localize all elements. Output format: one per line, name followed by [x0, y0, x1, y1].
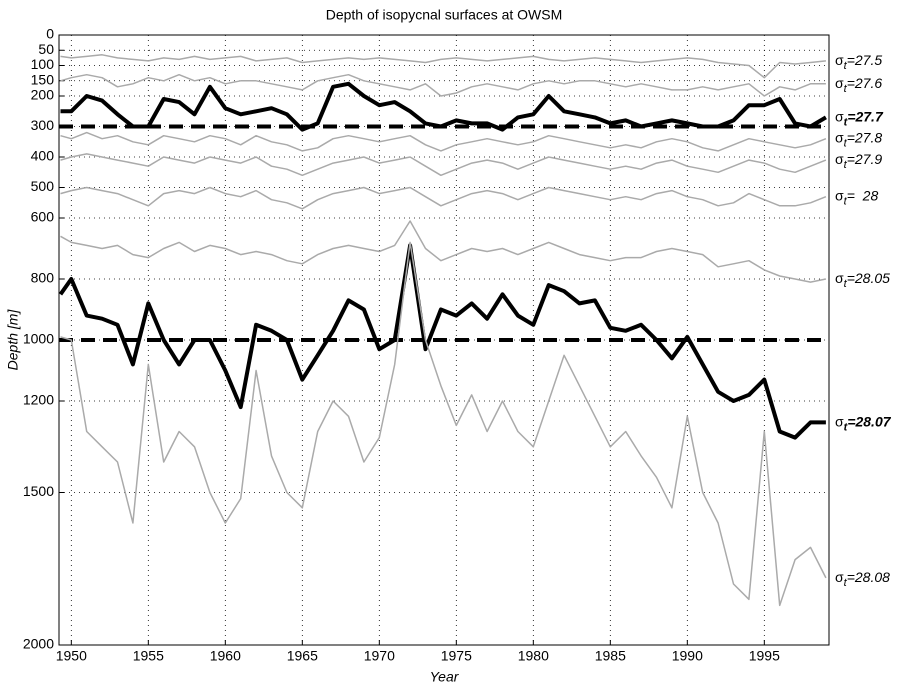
label-subscript: t	[844, 60, 848, 72]
plot-frame	[58, 34, 830, 646]
label-symbol: σ	[835, 569, 844, 585]
x-axis-label: Year	[430, 669, 460, 685]
series-label: σt=28.05	[835, 270, 890, 290]
y-tick-label: 50	[38, 41, 54, 57]
label-subscript: t	[844, 421, 849, 433]
label-symbol: σ	[835, 413, 844, 429]
series-line	[60, 73, 826, 97]
y-tick-label: 400	[31, 148, 55, 164]
series-line	[60, 81, 827, 132]
legend-entry: =27.9	[847, 151, 883, 167]
y-tick-label: 2000	[23, 636, 54, 652]
legend-entry: = 28	[847, 187, 879, 203]
y-tick-label: 150	[31, 71, 55, 87]
y-tick-label: 800	[31, 270, 55, 286]
label-subscript: t	[844, 83, 848, 95]
y-tick-label: 1000	[23, 331, 54, 347]
label-subscript: t	[844, 159, 848, 171]
x-tick-label: 1965	[287, 648, 318, 664]
label-symbol: σ	[835, 151, 844, 167]
series-label: σt=27.8	[835, 129, 882, 149]
series-label: σt=27.6	[835, 75, 882, 95]
chart-title: Depth of isopycnal surfaces at OWSM	[326, 7, 563, 23]
legend-entry: =27.6	[847, 75, 883, 91]
y-tick-label: 600	[31, 209, 55, 225]
y-tick-label: 200	[31, 87, 55, 103]
x-tick-label: 1970	[364, 648, 395, 664]
label-subscript: t	[844, 577, 848, 589]
series-label: σt=27.5	[835, 52, 882, 72]
x-tick-label: 1955	[133, 648, 164, 664]
series-line	[60, 131, 827, 152]
x-tick-label: 1985	[595, 648, 626, 664]
legend-entry: =28.08	[847, 569, 890, 585]
series-label: σt=27.7	[835, 108, 884, 128]
series-line	[60, 54, 826, 79]
y-tick-label: 1500	[23, 483, 54, 499]
series-label: σt=28.07	[835, 413, 892, 433]
series-line	[58, 243, 826, 440]
y-tick-label: 500	[31, 178, 55, 194]
legend-entry: =27.5	[847, 52, 883, 68]
y-tick-label: 300	[31, 117, 55, 133]
label-symbol: σ	[835, 108, 844, 124]
x-tick-label: 1990	[672, 648, 703, 664]
y-tick-label: 1200	[23, 392, 54, 408]
y-tick-label: 0	[46, 26, 54, 42]
series-line	[60, 186, 827, 210]
x-tick-label: 1975	[441, 648, 472, 664]
legend-entry: =27.7	[847, 108, 884, 124]
y-axis-label: Depth [m]	[5, 309, 21, 371]
label-symbol: σ	[835, 270, 844, 286]
label-subscript: t	[844, 138, 848, 150]
series-line	[60, 153, 827, 177]
series-label: σt=27.9	[835, 151, 882, 171]
label-symbol: σ	[835, 52, 844, 68]
series-label: σt= 28	[835, 187, 878, 207]
x-tick-label: 1995	[749, 648, 780, 664]
label-symbol: σ	[835, 129, 844, 145]
y-tick-label: 100	[31, 56, 55, 72]
series-line	[60, 241, 827, 607]
label-subscript: t	[844, 196, 848, 208]
x-tick-label: 1960	[210, 648, 241, 664]
x-tick-label: 1980	[518, 648, 549, 664]
legend-entry: =27.8	[847, 129, 883, 145]
label-subscript: t	[844, 116, 849, 128]
legend-entry: =28.07	[847, 413, 891, 429]
series-line	[60, 220, 827, 283]
legend-entry: =28.05	[847, 270, 890, 286]
label-subscript: t	[844, 278, 848, 290]
label-symbol: σ	[835, 75, 844, 91]
series-label: σt=28.08	[835, 569, 890, 589]
x-tick-label: 1950	[56, 648, 87, 664]
label-symbol: σ	[835, 187, 844, 203]
